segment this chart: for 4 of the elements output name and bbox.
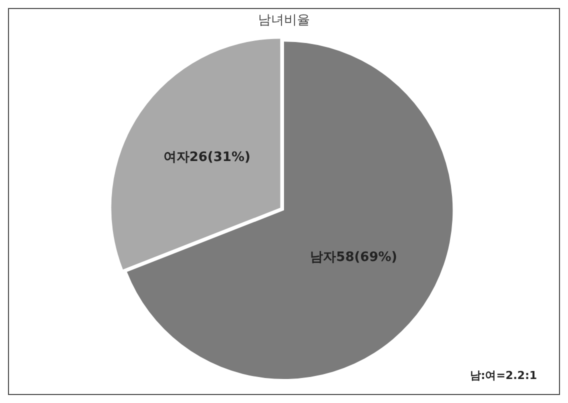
- chart-title: 남녀비율: [258, 13, 310, 28]
- slice-label: 남자58(69%): [310, 250, 398, 266]
- text: 남:여=2.2:1: [470, 368, 537, 382]
- slice-label: 여자26(31%): [163, 150, 250, 166]
